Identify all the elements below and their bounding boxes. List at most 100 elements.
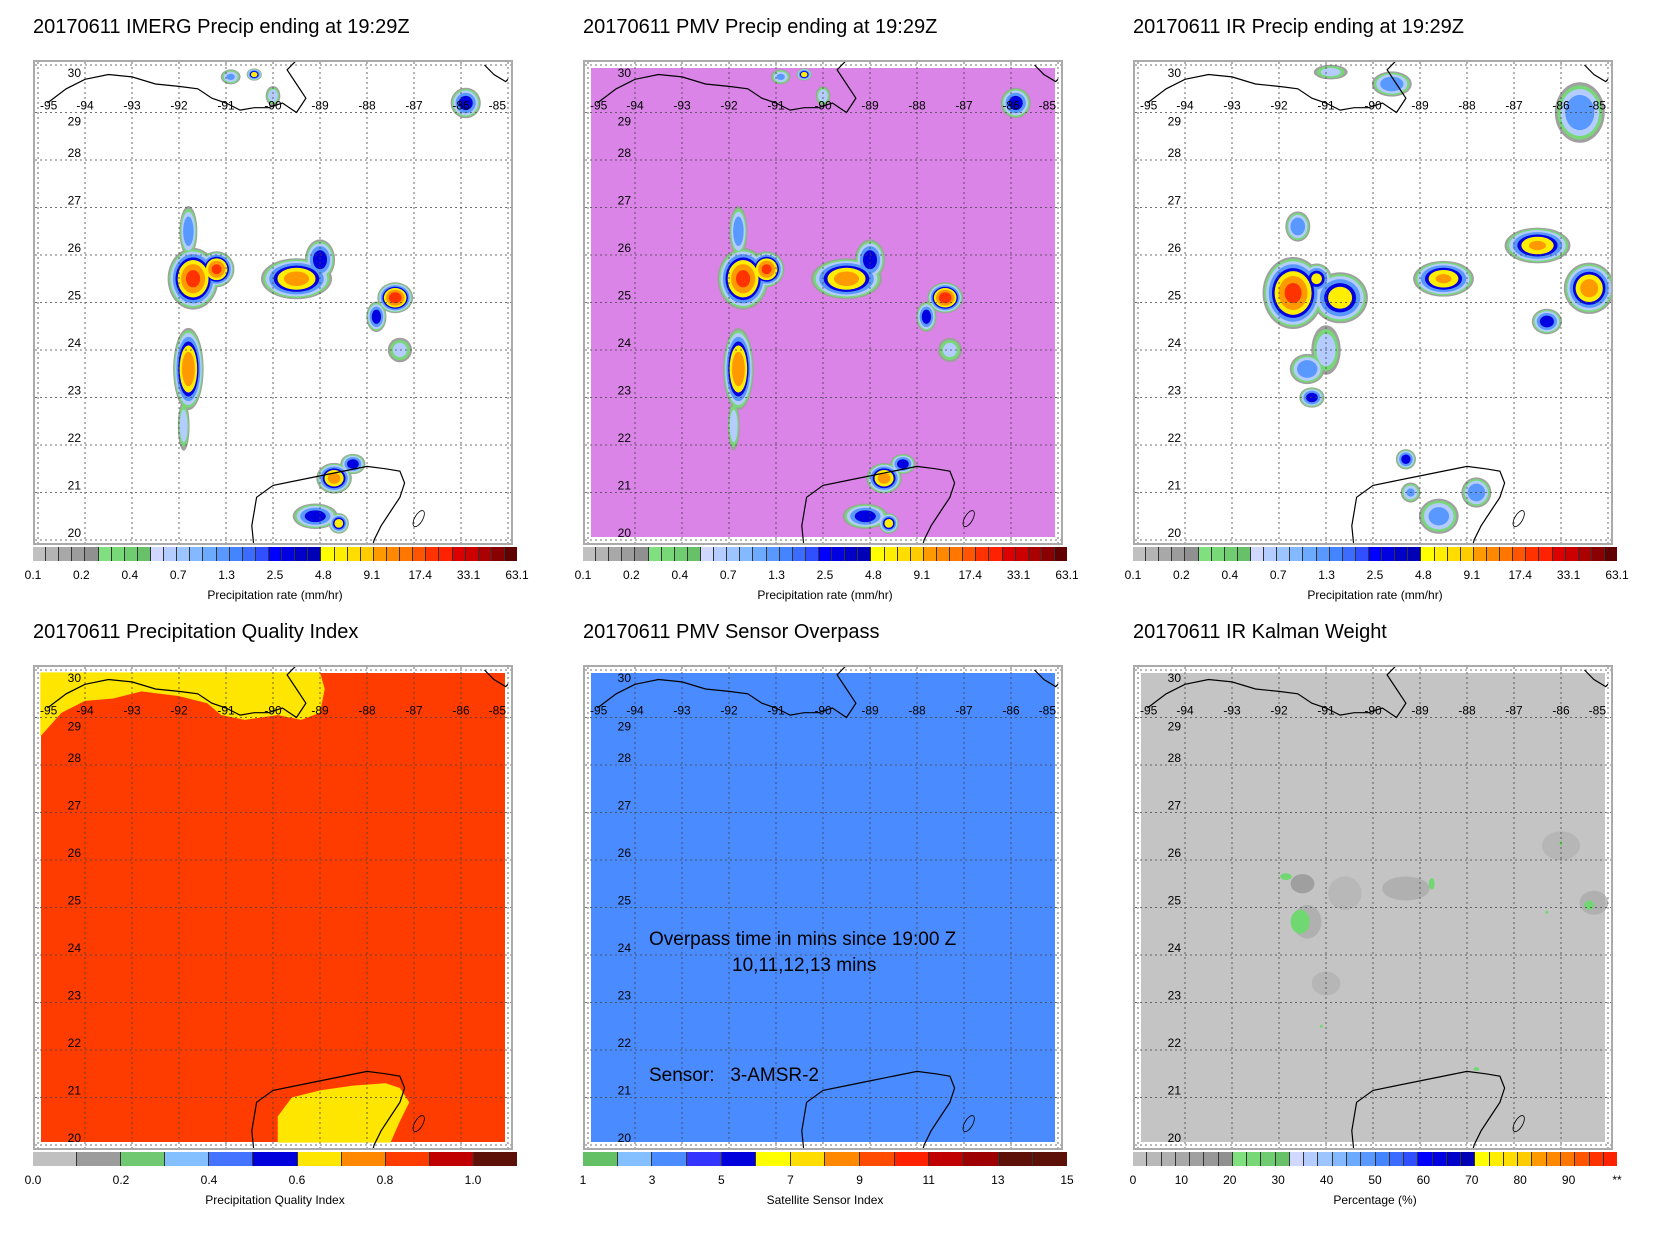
lon-tick-label: -93 [123,704,141,718]
lat-tick-label: 22 [618,431,632,445]
colorbar-tick-label: 30 [1271,1173,1285,1187]
coastline [597,62,857,114]
colorbar-swatch [1486,547,1501,561]
colorbar-swatch [216,547,230,561]
lat-tick-label: 23 [618,989,632,1003]
lon-tick-label: -85 [1039,99,1057,113]
colorbar-tick-label: 7 [787,1173,794,1187]
colorbar-swatch [452,547,466,561]
colorbar-swatch [308,547,322,561]
precip-contour [388,292,402,304]
coastline [1034,64,1059,83]
colorbar-swatch [998,1152,1034,1166]
colorbar-tick-label: 70 [1465,1173,1479,1187]
precip-contour [1008,95,1023,111]
colorbar-swatch [124,547,138,561]
lat-tick-label: 21 [1168,1084,1182,1098]
lat-tick-label: 26 [1168,241,1182,255]
lon-tick-label: -91 [217,704,235,718]
weight-contour-high [1473,1067,1480,1071]
colorbar-swatch [491,547,505,561]
colorbar-swatch [792,547,806,561]
lon-tick-label: -94 [626,99,644,113]
colorbar-swatch [622,547,636,561]
colorbar-swatch [989,547,1003,561]
lon-tick-label: -90 [814,99,832,113]
lon-tick-label: -87 [955,704,973,718]
coastline [484,669,509,688]
lon-tick-label: -90 [1364,99,1382,113]
coastline [1351,465,1506,543]
colorbar-swatch [1503,1152,1519,1166]
lon-tick-label: -93 [123,99,141,113]
colorbar-swatch [687,547,701,561]
precip-contour [897,459,909,469]
colorbar-tick-label: 0.2 [623,568,640,582]
lon-tick-label: -90 [264,99,282,113]
map-plot: -95 -94 -93 -92 -91 -90 -89 -88 -87 -86 -85 30 29 28 2… [583,665,1063,1150]
coastline [1584,64,1609,83]
precip-contour [733,216,744,246]
colorbar-swatch [779,547,793,561]
lat-tick-label: 28 [1168,751,1182,765]
colorbar-tick-label: 10 [1174,1173,1189,1187]
colorbar-swatch [111,547,125,561]
lon-tick-label: -91 [767,704,785,718]
colorbar-swatch [1404,1152,1419,1166]
colorbar-swatch [1159,547,1173,561]
colorbar-swatch [617,1152,653,1166]
map-svg: -95 -94 -93 -92 -91 -90 -89 -88 -87 -86 -85 30 29 28 2… [1135,62,1611,543]
panel-sensor-overpass: 20170611 PMV Sensor Overpass -95 -94 -93 -9… [580,621,1103,1233]
lat-tick-label: 27 [1168,799,1182,813]
colorbar-swatch [950,547,964,561]
colorbar-swatch [727,547,741,561]
colorbar-swatch [385,1152,430,1166]
coastline [1351,1070,1506,1148]
precip-contour [211,264,222,275]
map-svg: -95 -94 -93 -92 -91 -90 -89 -88 -87 -86 -85 30 29 28 2… [585,62,1061,543]
colorbar-swatch [1250,547,1265,561]
lat-tick-label: 20 [1168,1131,1182,1145]
lon-tick-label: -87 [1505,704,1523,718]
weight-contour-high [1584,900,1594,910]
colorbar-swatch [1054,547,1068,561]
colorbar-tick-label: 50 [1368,1173,1382,1187]
colorbar-tick-label: 1.3 [768,568,785,582]
lat-tick-label: 27 [1168,194,1182,208]
colorbar-swatch [894,1152,930,1166]
colorbar-swatch [963,547,977,561]
precip-contour [1401,454,1411,464]
lat-tick-label: 27 [68,194,82,208]
colorbar-swatch [1489,1152,1504,1166]
colorbar-tick-label: 60 [1416,1173,1431,1187]
colorbar-swatch [753,547,767,561]
colorbar-tick-label: 3 [648,1173,656,1187]
coastline [1584,669,1609,688]
colorbar-tick-label: 0.2 [73,568,90,582]
lon-tick-label: -93 [1223,704,1241,718]
lat-tick-label: 28 [68,751,82,765]
colorbar-swatch [1261,1152,1276,1166]
precip-contour [1565,94,1595,131]
colorbar-swatch [72,547,86,561]
colorbar-swatch [1172,547,1186,561]
lat-tick-label: 30 [618,66,632,80]
colorbar-swatch [1304,1152,1319,1166]
colorbar-tick-label: 2.5 [1366,568,1384,582]
colorbar-swatch [832,547,846,561]
colorbar-swatch [297,1152,342,1166]
lat-tick-label: 29 [618,720,632,734]
colorbar-swatch [295,547,309,561]
colorbar-tick-label: 0.4 [200,1173,218,1187]
precip-contour [1428,507,1450,526]
colorbar-swatch [1175,1152,1191,1166]
colorbar-swatch [596,547,610,561]
colorbar-swatch [1603,1152,1618,1166]
lon-tick-label: -92 [170,704,188,718]
lon-tick-label: -89 [311,704,329,718]
colorbar [583,547,1068,561]
precip-contour [181,351,195,387]
precip-contour [731,351,745,387]
precip-contour [392,342,407,358]
colorbar-swatch [1591,547,1605,561]
